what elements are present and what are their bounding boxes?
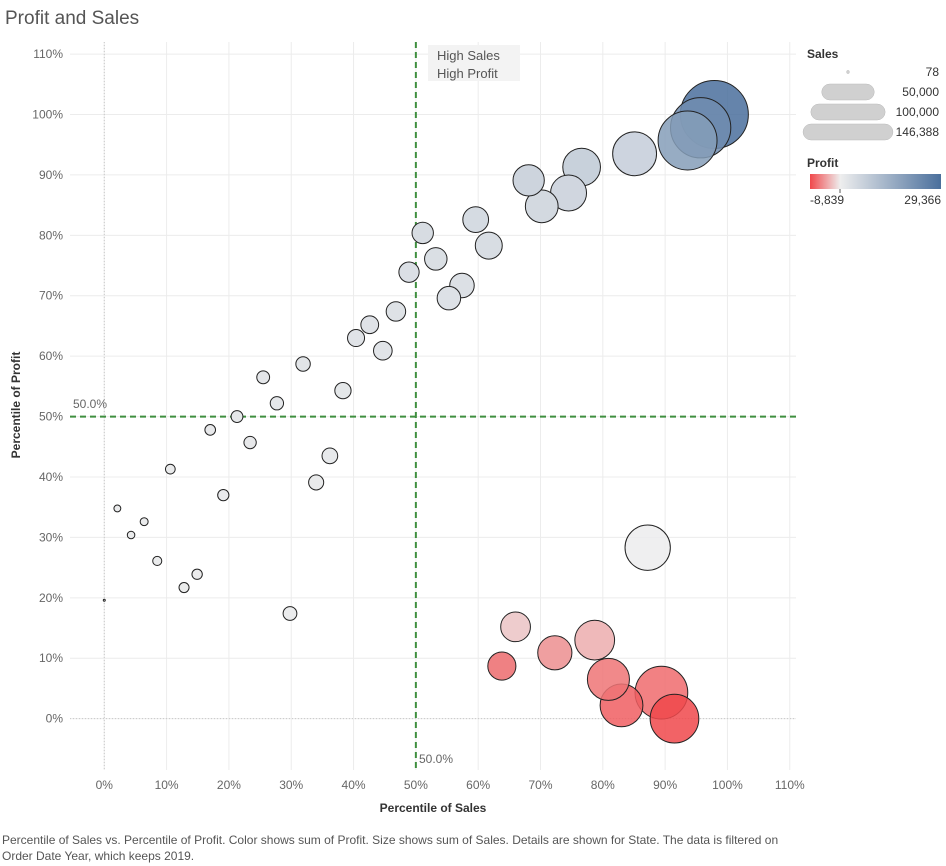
data-point[interactable] — [612, 131, 658, 177]
y-tick-label: 100% — [32, 107, 63, 121]
data-point[interactable] — [649, 693, 700, 744]
y-tick-label: 0% — [46, 712, 64, 726]
y-tick-label: 80% — [39, 228, 63, 242]
x-tick-label: 50% — [404, 778, 428, 792]
y-ref-line-label: 50.0% — [73, 397, 107, 411]
reference-lines — [70, 42, 796, 770]
data-point[interactable] — [624, 524, 671, 571]
size-legend-swatch — [802, 123, 894, 141]
data-point[interactable] — [178, 582, 190, 594]
y-tick-label: 70% — [39, 289, 63, 303]
x-tick-label: 100% — [712, 778, 743, 792]
data-point[interactable] — [191, 568, 203, 580]
data-point[interactable] — [295, 356, 311, 372]
y-tick-label: 50% — [39, 410, 63, 424]
data-point[interactable] — [308, 474, 325, 491]
legend: Sales 78 50,000 100,000 146,388 Profit -8,8… — [802, 47, 941, 207]
color-legend-max: 29,366 — [904, 193, 941, 207]
y-tick-label: 30% — [39, 530, 63, 544]
annotation-line-1: High Sales — [437, 48, 500, 63]
data-point[interactable] — [282, 606, 298, 621]
data-point[interactable] — [574, 619, 616, 661]
x-tick-label: 40% — [342, 778, 366, 792]
data-point[interactable] — [424, 247, 448, 271]
x-tick-label: 80% — [591, 778, 615, 792]
y-axis-ticks: 0% 10% 20% 30% 40% 50% 60% 70% 80% 90% 100% 110% — [32, 47, 63, 726]
data-point[interactable] — [436, 285, 462, 311]
data-point[interactable] — [269, 396, 285, 411]
chart-caption: Percentile of Sales vs. Percentile of Pr… — [2, 833, 779, 863]
data-point[interactable] — [334, 381, 352, 400]
y-tick-label: 20% — [39, 591, 63, 605]
data-point[interactable] — [113, 504, 122, 513]
size-legend-label: 146,388 — [896, 125, 940, 139]
data-point[interactable] — [102, 598, 106, 602]
annotation-box — [428, 45, 520, 81]
x-tick-label: 0% — [96, 778, 114, 792]
x-tick-label: 90% — [653, 778, 677, 792]
data-point[interactable] — [204, 424, 217, 436]
data-point[interactable] — [411, 221, 434, 245]
color-legend-min: -8,839 — [810, 193, 844, 207]
data-point[interactable] — [657, 110, 718, 171]
data-point[interactable] — [474, 231, 503, 260]
data-point[interactable] — [139, 517, 149, 527]
scatter-chart: High Sales High Profit 0% 10% 20% 30% 40% 50%… — [9, 42, 941, 815]
size-legend-label: 78 — [926, 65, 940, 79]
chart-title: Profit and Sales — [5, 8, 140, 29]
y-tick-label: 60% — [39, 349, 63, 363]
x-tick-label: 110% — [775, 778, 805, 792]
data-point[interactable] — [373, 340, 393, 361]
color-legend-title: Profit — [807, 156, 838, 170]
x-axis-ticks: 0% 10% 20% 30% 40% 50% 60% 70% 80% 90% 100% 110% — [96, 778, 805, 792]
size-legend-swatch — [846, 70, 850, 74]
x-ref-line-label: 50.0% — [419, 752, 453, 766]
data-point[interactable] — [360, 315, 380, 335]
data-point[interactable] — [230, 410, 244, 423]
x-tick-label: 60% — [466, 778, 490, 792]
data-point[interactable] — [524, 189, 559, 224]
y-tick-label: 90% — [39, 168, 63, 182]
data-points — [102, 79, 749, 744]
data-point[interactable] — [586, 657, 630, 701]
data-point[interactable] — [500, 611, 531, 643]
data-point[interactable] — [164, 463, 176, 475]
data-point[interactable] — [462, 206, 490, 233]
data-point[interactable] — [152, 555, 163, 566]
data-point[interactable] — [243, 435, 257, 450]
size-legend: 78 50,000 100,000 146,388 — [802, 65, 940, 141]
data-point[interactable] — [217, 488, 230, 502]
size-legend-swatch — [821, 83, 875, 101]
data-point[interactable] — [321, 447, 339, 465]
x-tick-label: 30% — [279, 778, 303, 792]
size-legend-title: Sales — [807, 47, 839, 61]
y-tick-label: 40% — [39, 470, 63, 484]
x-tick-label: 10% — [155, 778, 179, 792]
data-point[interactable] — [126, 530, 136, 540]
data-point[interactable] — [256, 370, 271, 385]
color-legend-ramp — [810, 174, 941, 189]
size-legend-swatch — [810, 103, 886, 121]
y-tick-label: 10% — [39, 651, 63, 665]
x-axis-title: Percentile of Sales — [380, 801, 487, 815]
data-point[interactable] — [537, 635, 573, 671]
y-axis-title: Percentile of Profit — [9, 352, 23, 459]
y-tick-label: 110% — [33, 47, 63, 61]
size-legend-label: 100,000 — [896, 105, 940, 119]
data-point[interactable] — [512, 164, 545, 197]
data-point[interactable] — [398, 261, 420, 283]
quadrant-annotation: High Sales High Profit — [428, 45, 520, 81]
x-tick-label: 20% — [217, 778, 241, 792]
data-point[interactable] — [347, 329, 366, 348]
size-legend-label: 50,000 — [902, 85, 939, 99]
x-tick-label: 70% — [528, 778, 552, 792]
data-point[interactable] — [385, 301, 407, 322]
annotation-line-2: High Profit — [437, 66, 498, 81]
data-point[interactable] — [487, 651, 517, 681]
